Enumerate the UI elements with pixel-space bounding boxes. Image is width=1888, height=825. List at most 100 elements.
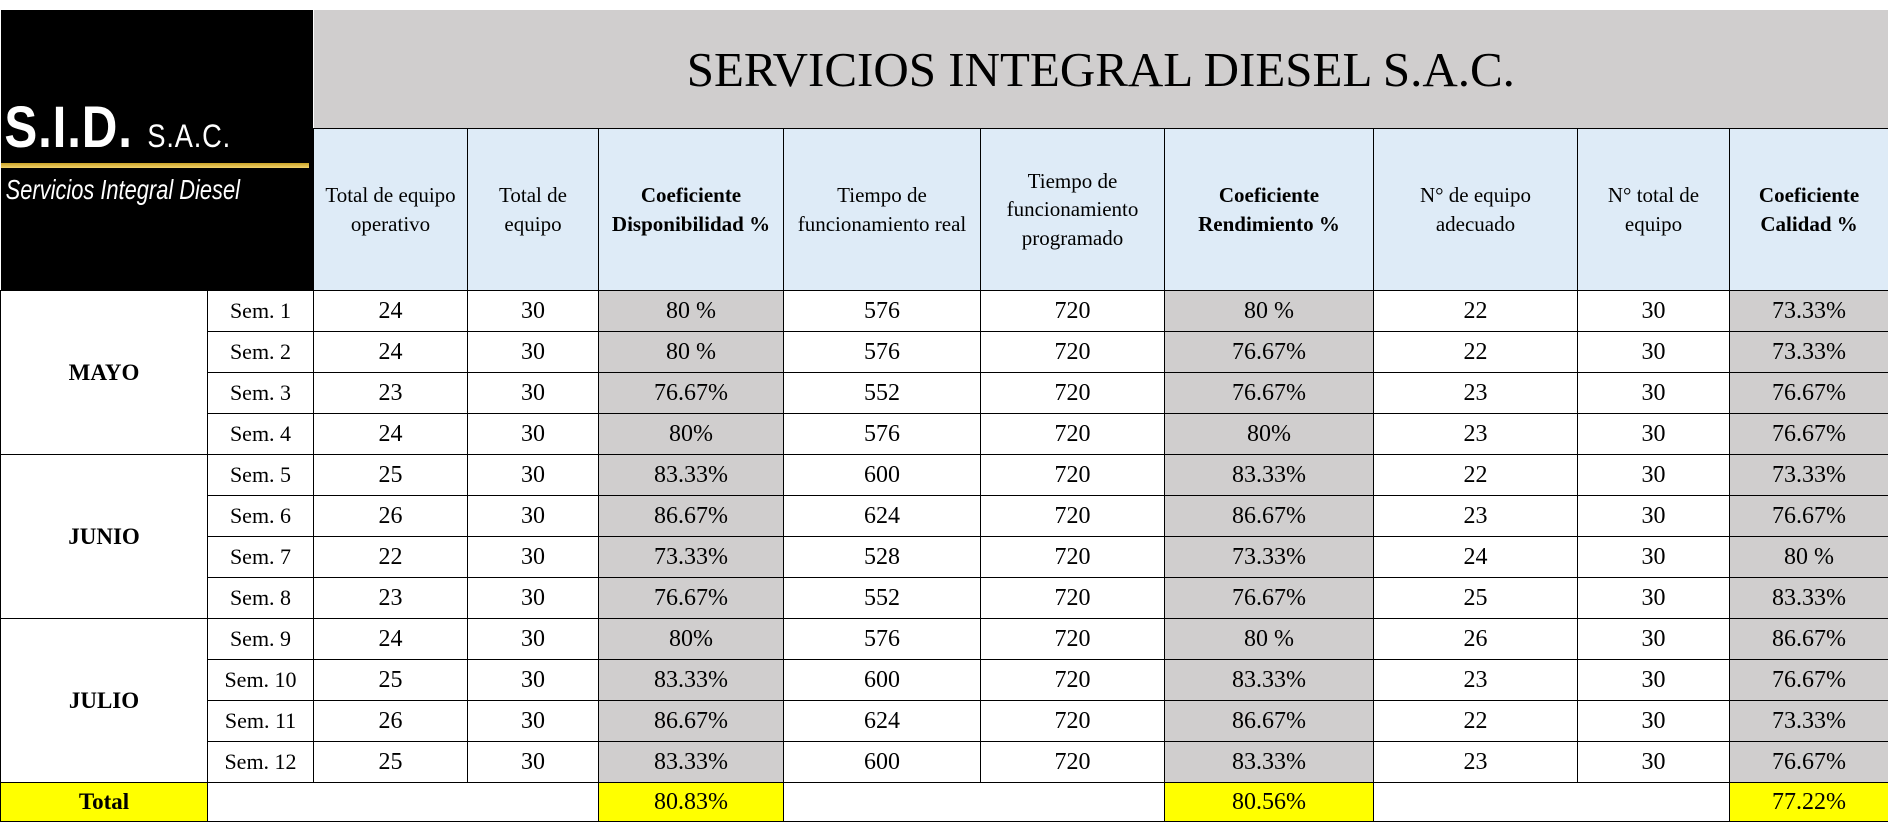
logo-bar bbox=[0, 163, 309, 168]
value-cell: 76.67% bbox=[598, 372, 784, 414]
value-cell: 22 bbox=[313, 536, 468, 578]
logo: S.I.D. S.A.C. Servicios Integral Diesel bbox=[0, 10, 314, 291]
value-cell: 30 bbox=[1577, 536, 1730, 578]
value-cell: 624 bbox=[783, 495, 981, 537]
value-cell: 720 bbox=[980, 618, 1165, 660]
value-cell: 80 % bbox=[1164, 618, 1374, 660]
week-cell: Sem. 12 bbox=[207, 741, 314, 783]
value-cell: 80% bbox=[598, 413, 784, 455]
value-cell: 22 bbox=[1373, 700, 1578, 742]
value-cell: 528 bbox=[783, 536, 981, 578]
value-cell: 720 bbox=[980, 290, 1165, 332]
value-cell: 30 bbox=[1577, 413, 1730, 455]
column-header: N° de equipo adecuado bbox=[1373, 128, 1578, 291]
value-cell: 23 bbox=[1373, 741, 1578, 783]
value-cell: 80 % bbox=[1164, 290, 1374, 332]
data-row: MAYO Sem. 1 24 30 80 % 576 720 80 % 22 30 73.33% bbox=[0, 290, 1888, 455]
value-cell: 720 bbox=[980, 700, 1165, 742]
value-cell: 30 bbox=[1577, 618, 1730, 660]
column-header: Coeficiente Disponibilidad % bbox=[598, 128, 784, 291]
week-cell: Sem. 6 bbox=[207, 495, 314, 537]
value-cell: 25 bbox=[313, 741, 468, 783]
value-cell: 25 bbox=[1373, 577, 1578, 619]
value-cell: 552 bbox=[783, 577, 981, 619]
logo-tagline: Servicios Integral Diesel bbox=[5, 174, 240, 205]
value-cell: 720 bbox=[980, 454, 1165, 496]
logo-brand: S.I.D. S.A.C. bbox=[3, 95, 231, 160]
week-cell: Sem. 4 bbox=[207, 413, 314, 455]
value-cell: 30 bbox=[467, 290, 599, 332]
month-cell: JUNIO bbox=[0, 454, 208, 619]
value-cell: 76.67% bbox=[1728, 372, 1888, 414]
total-label: Total bbox=[0, 782, 208, 822]
value-cell: 30 bbox=[1577, 495, 1730, 537]
data-row: Sem. 2 24 30 80 % 576 720 76.67% 22 30 73.33% bbox=[1, 331, 1888, 373]
value-cell: 83.33% bbox=[1164, 741, 1374, 783]
value-cell: 30 bbox=[467, 536, 599, 578]
value-cell: 86.67% bbox=[598, 700, 784, 742]
data-row: JUNIO Sem. 5 25 30 83.33% 600 720 83.33% 22 30 73.… bbox=[0, 454, 1888, 619]
data-row: Sem. 7 22 30 73.33% 528 720 73.33% 24 30 80 % bbox=[1, 536, 1888, 578]
value-cell: 720 bbox=[980, 741, 1165, 783]
value-cell: 23 bbox=[1373, 372, 1578, 414]
week-cell: Sem. 11 bbox=[207, 700, 314, 742]
value-cell: 30 bbox=[467, 618, 599, 660]
value-cell: 576 bbox=[783, 290, 981, 332]
value-cell: 73.33% bbox=[1728, 331, 1888, 373]
value-cell: 80 % bbox=[598, 331, 784, 373]
value-cell: 30 bbox=[467, 700, 599, 742]
value-cell: 720 bbox=[980, 577, 1165, 619]
value-cell: 600 bbox=[783, 741, 981, 783]
value-cell: 24 bbox=[313, 618, 468, 660]
column-header: N° total de equipo bbox=[1577, 128, 1730, 291]
value-cell: 83.33% bbox=[1728, 577, 1888, 619]
data-row: Sem. 3 23 30 76.67% 552 720 76.67% 23 30 76.67% bbox=[1, 372, 1888, 414]
value-cell: 30 bbox=[467, 372, 599, 414]
value-cell: 720 bbox=[980, 331, 1165, 373]
value-cell: 73.33% bbox=[1728, 290, 1888, 332]
value-cell: 24 bbox=[1373, 536, 1578, 578]
value-cell: 76.67% bbox=[598, 577, 784, 619]
value-cell: 30 bbox=[467, 454, 599, 496]
data-row: Sem. 11 26 30 86.67% 624 720 86.67% 22 30 73.33% bbox=[1, 700, 1888, 742]
value-cell: 25 bbox=[313, 454, 468, 496]
week-cell: Sem. 10 bbox=[207, 659, 314, 701]
value-cell: 30 bbox=[1577, 331, 1730, 373]
total-value: 77.22% bbox=[1728, 782, 1888, 822]
sheet: S.I.D. S.A.C. Servicios Integral Diesel SE… bbox=[0, 10, 1888, 822]
value-cell: 80% bbox=[598, 618, 784, 660]
title-row: S.I.D. S.A.C. Servicios Integral Diesel SE… bbox=[0, 10, 1888, 291]
value-cell: 83.33% bbox=[598, 454, 784, 496]
value-cell: 30 bbox=[467, 741, 599, 783]
value-cell: 76.67% bbox=[1164, 577, 1374, 619]
value-cell: 26 bbox=[313, 700, 468, 742]
value-cell: 83.33% bbox=[1164, 659, 1374, 701]
value-cell: 720 bbox=[980, 659, 1165, 701]
blank-cell bbox=[1373, 782, 1730, 822]
value-cell: 80 % bbox=[598, 290, 784, 332]
value-cell: 86.67% bbox=[1164, 495, 1374, 537]
value-cell: 30 bbox=[467, 331, 599, 373]
data-row: Sem. 10 25 30 83.33% 600 720 83.33% 23 30 76.67% bbox=[1, 659, 1888, 701]
month-cell: MAYO bbox=[0, 290, 208, 455]
value-cell: 30 bbox=[467, 413, 599, 455]
value-cell: 24 bbox=[313, 331, 468, 373]
month-cell: JULIO bbox=[0, 618, 208, 783]
value-cell: 22 bbox=[1373, 454, 1578, 496]
value-cell: 24 bbox=[313, 413, 468, 455]
value-cell: 76.67% bbox=[1728, 413, 1888, 455]
value-cell: 30 bbox=[1577, 700, 1730, 742]
value-cell: 25 bbox=[313, 659, 468, 701]
data-row: JULIO Sem. 9 24 30 80% 576 720 80 % 26 30 86.67% bbox=[0, 618, 1888, 783]
value-cell: 576 bbox=[783, 413, 981, 455]
value-cell: 720 bbox=[980, 413, 1165, 455]
total-row: Total 80.83% 80.56% 77.22% bbox=[0, 782, 1888, 822]
value-cell: 73.33% bbox=[1728, 454, 1888, 496]
value-cell: 73.33% bbox=[1164, 536, 1374, 578]
value-cell: 26 bbox=[1373, 618, 1578, 660]
value-cell: 76.67% bbox=[1728, 495, 1888, 537]
week-cell: Sem. 9 bbox=[207, 618, 314, 660]
data-row: Sem. 12 25 30 83.33% 600 720 83.33% 23 30 76.67% bbox=[1, 741, 1888, 783]
value-cell: 720 bbox=[980, 372, 1165, 414]
value-cell: 73.33% bbox=[598, 536, 784, 578]
